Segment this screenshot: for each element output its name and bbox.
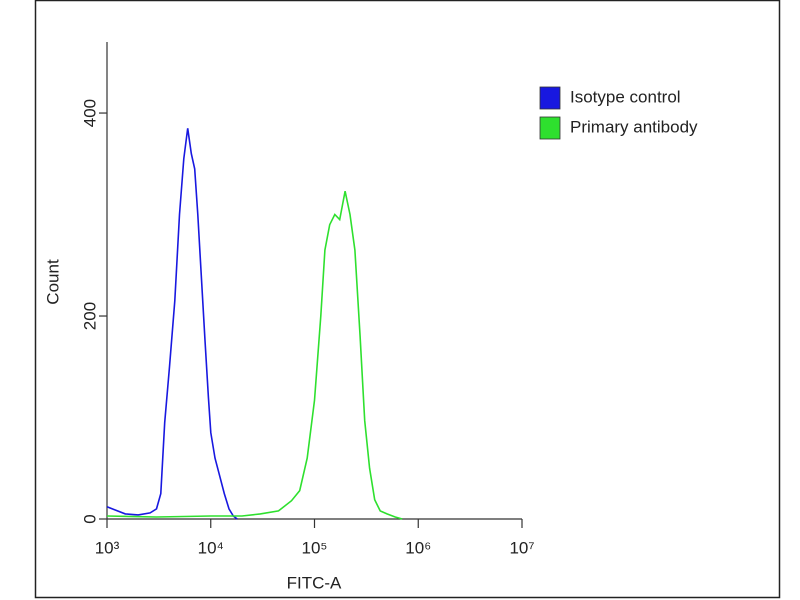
y-tick-label: 0 bbox=[80, 514, 99, 523]
y-axis-label: Count bbox=[43, 259, 62, 305]
histogram-line bbox=[106, 191, 403, 520]
x-tick-label: 10⁵ bbox=[302, 538, 328, 557]
legend-swatch bbox=[539, 116, 561, 140]
x-tick-label: 10⁷ bbox=[509, 538, 534, 557]
x-tick-label: 10⁶ bbox=[405, 538, 431, 557]
x-tick-label: 10³ bbox=[95, 538, 120, 557]
x-tick-label: 10⁴ bbox=[198, 538, 224, 557]
legend-label: Isotype control bbox=[570, 87, 681, 106]
legend-label: Primary antibody bbox=[570, 117, 698, 136]
legend-swatch bbox=[539, 86, 561, 110]
x-axis-label: FITC-A bbox=[287, 573, 342, 592]
frame bbox=[34, 0, 781, 599]
histogram-line bbox=[106, 128, 238, 520]
y-tick-label: 400 bbox=[80, 99, 99, 127]
y-tick-label: 200 bbox=[80, 302, 99, 330]
